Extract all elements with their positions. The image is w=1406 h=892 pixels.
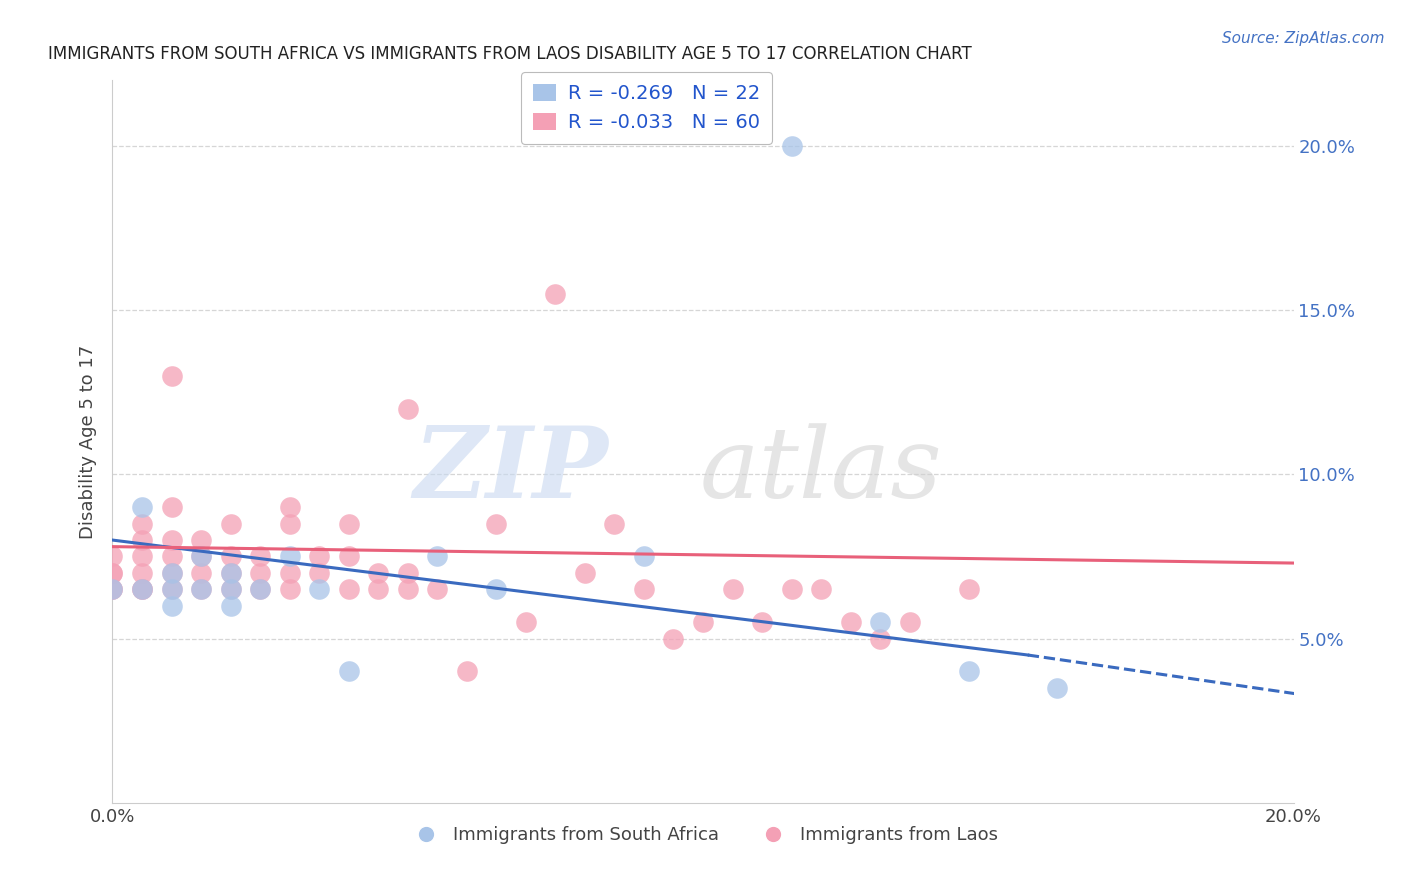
- Point: [219, 549, 242, 564]
- Point: [426, 549, 449, 564]
- Point: [869, 632, 891, 646]
- Point: [308, 582, 330, 597]
- Point: [101, 566, 124, 580]
- Point: [337, 665, 360, 679]
- Point: [396, 566, 419, 580]
- Point: [160, 582, 183, 597]
- Point: [131, 582, 153, 597]
- Text: Source: ZipAtlas.com: Source: ZipAtlas.com: [1222, 31, 1385, 46]
- Point: [160, 582, 183, 597]
- Point: [249, 582, 271, 597]
- Point: [131, 533, 153, 547]
- Point: [160, 566, 183, 580]
- Point: [101, 549, 124, 564]
- Y-axis label: Disability Age 5 to 17: Disability Age 5 to 17: [79, 344, 97, 539]
- Point: [219, 599, 242, 613]
- Point: [190, 549, 212, 564]
- Point: [721, 582, 744, 597]
- Text: IMMIGRANTS FROM SOUTH AFRICA VS IMMIGRANTS FROM LAOS DISABILITY AGE 5 TO 17 CORR: IMMIGRANTS FROM SOUTH AFRICA VS IMMIGRAN…: [48, 45, 972, 63]
- Point: [131, 582, 153, 597]
- Point: [426, 582, 449, 597]
- Point: [456, 665, 478, 679]
- Point: [190, 533, 212, 547]
- Point: [810, 582, 832, 597]
- Point: [190, 582, 212, 597]
- Point: [131, 500, 153, 515]
- Point: [160, 500, 183, 515]
- Point: [692, 615, 714, 630]
- Point: [190, 566, 212, 580]
- Point: [101, 582, 124, 597]
- Text: ZIP: ZIP: [413, 422, 609, 518]
- Point: [515, 615, 537, 630]
- Point: [603, 516, 626, 531]
- Text: atlas: atlas: [700, 423, 942, 518]
- Point: [662, 632, 685, 646]
- Point: [219, 582, 242, 597]
- Point: [633, 549, 655, 564]
- Point: [485, 582, 508, 597]
- Point: [337, 549, 360, 564]
- Point: [367, 566, 389, 580]
- Point: [219, 516, 242, 531]
- Point: [249, 582, 271, 597]
- Point: [278, 500, 301, 515]
- Point: [337, 516, 360, 531]
- Point: [160, 566, 183, 580]
- Point: [396, 401, 419, 416]
- Point: [308, 549, 330, 564]
- Point: [839, 615, 862, 630]
- Point: [249, 549, 271, 564]
- Point: [1046, 681, 1069, 695]
- Point: [160, 368, 183, 383]
- Point: [780, 139, 803, 153]
- Point: [219, 582, 242, 597]
- Point: [396, 582, 419, 597]
- Point: [367, 582, 389, 597]
- Point: [190, 549, 212, 564]
- Point: [957, 582, 980, 597]
- Point: [131, 566, 153, 580]
- Point: [485, 516, 508, 531]
- Point: [544, 286, 567, 301]
- Point: [278, 566, 301, 580]
- Point: [160, 599, 183, 613]
- Point: [898, 615, 921, 630]
- Point: [957, 665, 980, 679]
- Point: [219, 566, 242, 580]
- Point: [633, 582, 655, 597]
- Point: [278, 549, 301, 564]
- Point: [131, 549, 153, 564]
- Point: [249, 566, 271, 580]
- Point: [219, 566, 242, 580]
- Point: [190, 582, 212, 597]
- Legend: Immigrants from South Africa, Immigrants from Laos: Immigrants from South Africa, Immigrants…: [401, 819, 1005, 852]
- Point: [780, 582, 803, 597]
- Point: [101, 566, 124, 580]
- Point: [160, 549, 183, 564]
- Point: [869, 615, 891, 630]
- Point: [131, 582, 153, 597]
- Point: [751, 615, 773, 630]
- Point: [278, 582, 301, 597]
- Point: [278, 516, 301, 531]
- Point: [337, 582, 360, 597]
- Point: [160, 533, 183, 547]
- Point: [308, 566, 330, 580]
- Legend: R = -0.269   N = 22, R = -0.033   N = 60: R = -0.269 N = 22, R = -0.033 N = 60: [522, 72, 772, 144]
- Point: [131, 516, 153, 531]
- Point: [101, 582, 124, 597]
- Point: [574, 566, 596, 580]
- Point: [101, 582, 124, 597]
